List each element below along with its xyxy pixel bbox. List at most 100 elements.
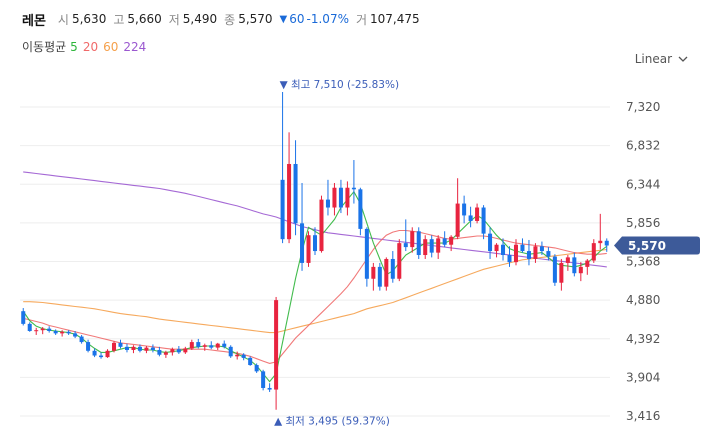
high-annotation: ▼ 최고 7,510 (-25.83%) <box>280 79 400 91</box>
candle-body <box>215 343 220 348</box>
candle-body <box>546 251 551 257</box>
high-label: 고 <box>113 12 125 27</box>
candle-body <box>79 336 84 343</box>
candle-body <box>377 266 382 287</box>
candle-body <box>21 311 26 324</box>
candle-body <box>513 244 518 263</box>
candle-body <box>475 207 480 221</box>
candle-body <box>176 349 181 353</box>
candle-body <box>293 163 298 224</box>
candle-body <box>494 244 499 252</box>
y-tick-label: 6,832 <box>626 139 660 153</box>
candle-body <box>397 243 402 279</box>
candle-body <box>384 258 389 287</box>
ma-legend-title: 이동평균 <box>22 40 67 54</box>
candle-body <box>105 350 110 358</box>
candle-body <box>410 231 415 248</box>
candle-body <box>267 387 272 390</box>
candle-body <box>196 342 201 347</box>
candle-body <box>345 187 350 208</box>
y-tick-label: 3,904 <box>626 370 660 384</box>
candle-body <box>436 238 441 253</box>
open-label: 시 <box>57 12 69 27</box>
candle-body <box>351 187 356 190</box>
volume-value: 107,475 <box>370 12 420 26</box>
y-tick-label: 4,880 <box>626 293 660 307</box>
candle-body <box>137 346 142 351</box>
scale-toggle[interactable]: Linear <box>635 52 688 66</box>
close-label: 종 <box>224 12 236 27</box>
candle-body <box>183 348 188 353</box>
candle-body <box>66 331 71 334</box>
candle-body <box>552 256 557 283</box>
candle-body <box>312 235 318 252</box>
candle-body <box>585 260 590 267</box>
current-price-tag <box>614 236 700 255</box>
candle-body <box>520 244 525 252</box>
candle-body <box>241 354 246 358</box>
close-value: 5,570 <box>238 12 273 26</box>
candle-body <box>416 231 421 256</box>
candle-body <box>572 257 577 274</box>
candle-body <box>364 228 369 279</box>
candle-body <box>468 215 473 221</box>
down-arrow-icon: ▼ <box>279 13 288 25</box>
candle-body <box>319 199 324 252</box>
y-tick-label: 5,368 <box>626 255 660 269</box>
candle-body <box>202 345 207 347</box>
candle-body <box>53 330 58 334</box>
ma-legend-20: 20 <box>82 39 99 54</box>
candle-body <box>449 236 454 245</box>
candle-body <box>228 346 233 357</box>
candle-body <box>442 238 447 245</box>
candle-body <box>261 371 266 388</box>
candle-body <box>403 243 408 248</box>
candle-body <box>423 239 428 256</box>
y-tick-label: 4,392 <box>626 332 660 346</box>
candle-body <box>306 235 311 263</box>
change-percent: -1.07% <box>306 12 349 26</box>
candle-body <box>92 350 97 356</box>
candle-body <box>157 349 162 355</box>
candle-body <box>578 266 583 274</box>
candle-body <box>565 257 570 263</box>
candle-body <box>163 352 168 355</box>
candle-body <box>144 347 149 351</box>
candle-body <box>131 346 136 350</box>
candle-body <box>222 343 227 347</box>
candle-body <box>455 203 460 237</box>
candle-body <box>34 330 39 332</box>
scale-toggle-label: Linear <box>634 52 672 66</box>
candle-body <box>248 357 253 366</box>
candle-body <box>358 189 363 229</box>
candle-body <box>325 199 330 208</box>
current-price-label: 5,570 <box>628 239 666 253</box>
chevron-down-icon <box>678 56 688 62</box>
change-value: 60 <box>289 12 305 26</box>
candle-body <box>462 203 467 216</box>
candle-body <box>533 246 538 259</box>
candle-body <box>488 233 493 252</box>
candle-body <box>209 345 214 348</box>
candle-body <box>338 187 343 208</box>
candle-body <box>86 342 91 351</box>
y-tick-label: 5,856 <box>626 216 660 230</box>
candle-body <box>539 246 544 252</box>
candle-body <box>235 354 240 357</box>
candle-body <box>598 240 603 244</box>
candle-body <box>47 328 52 331</box>
candle-body <box>300 223 305 263</box>
candle-body <box>40 328 45 331</box>
candle-body <box>170 349 175 353</box>
candle-body <box>429 239 434 253</box>
candle-body <box>390 258 395 279</box>
quote-header: 레몬 시 5,630 고 5,660 저 5,490 종 5,570 ▼ 60 … <box>22 9 427 29</box>
low-label: 저 <box>168 12 180 27</box>
candle-body <box>501 244 506 256</box>
ma-legend-224: 224 <box>123 39 147 54</box>
high-value: 5,660 <box>127 12 162 26</box>
candle-body <box>559 262 564 283</box>
ma-legend-5: 5 <box>70 39 78 54</box>
volume-label: 거 <box>355 12 368 27</box>
